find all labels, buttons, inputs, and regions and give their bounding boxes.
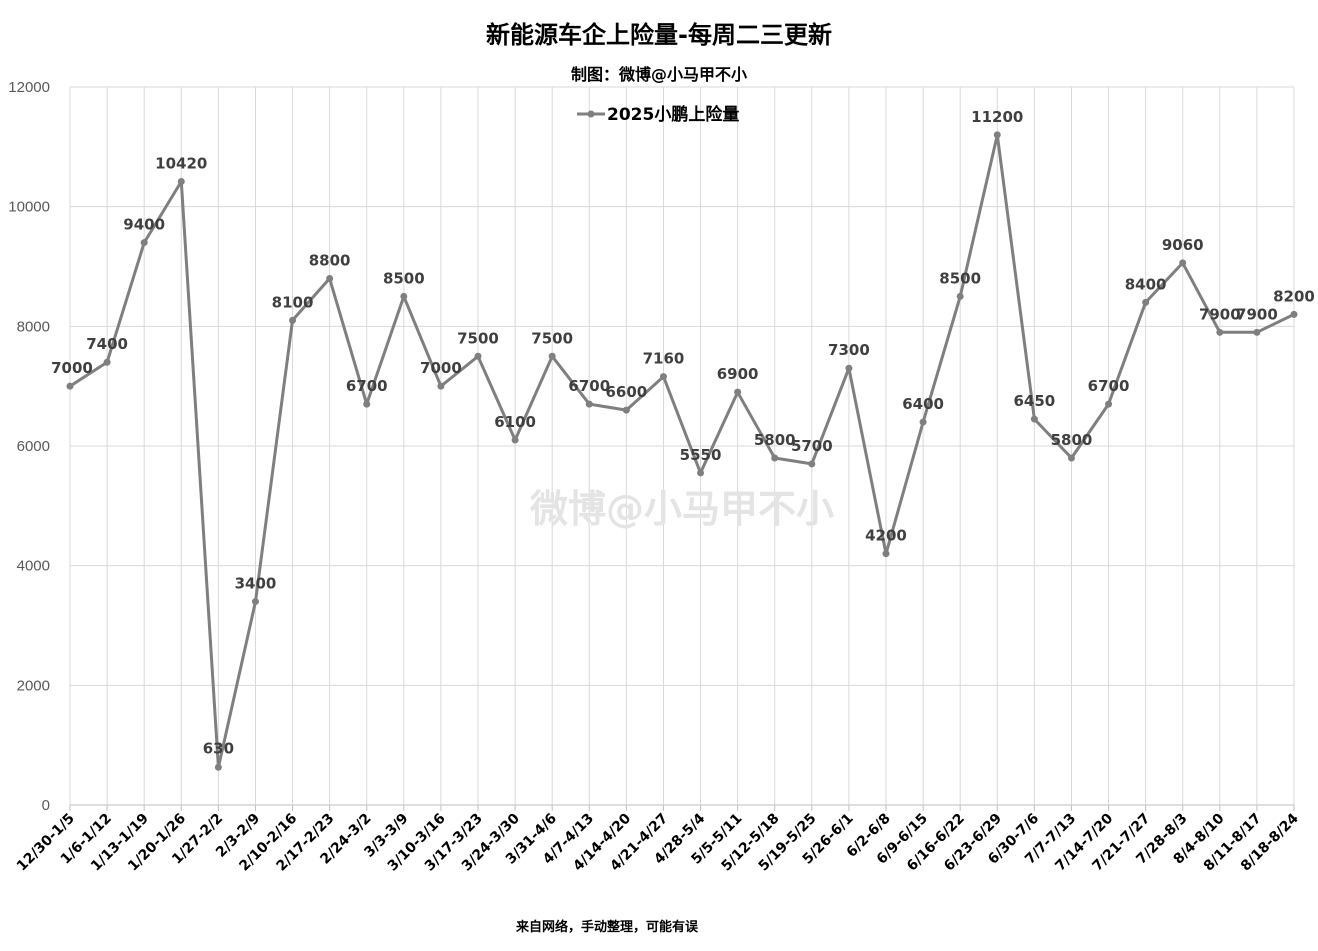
data-label: 8500: [383, 269, 425, 287]
data-point: [177, 178, 185, 186]
data-label: 5700: [791, 437, 833, 455]
data-point: [771, 454, 779, 462]
data-point: [511, 436, 519, 444]
data-label: 630: [203, 739, 234, 757]
data-label: 3400: [235, 575, 277, 593]
data-labels: 7000 7400 9400 10420 630 3400 8100 8800 6700 8500…: [51, 108, 1315, 757]
data-label: 6900: [717, 365, 759, 383]
y-tick-label: 4000: [17, 558, 50, 575]
data-point: [697, 469, 705, 477]
y-tick-label: 2000: [17, 677, 50, 694]
chart-title: 新能源车企上险量-每周二三更新: [486, 21, 832, 49]
data-point: [363, 400, 371, 408]
data-point: [140, 239, 148, 247]
data-label: 6700: [1088, 377, 1130, 395]
data-point: [808, 460, 816, 468]
data-point: [1030, 415, 1038, 423]
data-label: 9060: [1162, 236, 1204, 254]
data-point: [474, 352, 482, 360]
data-label: 7900: [1199, 305, 1241, 323]
legend: 2025小鹏上险量: [577, 104, 739, 125]
data-label: 6450: [1013, 392, 1055, 410]
gridlines: [69, 86, 1295, 811]
data-label: 8200: [1273, 287, 1315, 305]
data-label: 5550: [680, 446, 722, 464]
data-label: 7300: [828, 341, 870, 359]
data-label: 11200: [971, 108, 1023, 126]
data-point: [919, 418, 927, 426]
data-label: 7400: [86, 335, 128, 353]
data-point: [993, 131, 1001, 139]
data-label: 4200: [865, 527, 907, 545]
data-label: 5800: [1051, 431, 1093, 449]
series-group: [66, 131, 1298, 771]
legend-label: 2025小鹏上险量: [607, 104, 739, 125]
watermark-text: 微博@小马甲不小: [529, 487, 834, 531]
data-label: 7500: [531, 329, 573, 347]
y-tick-label: 8000: [17, 318, 50, 335]
data-point: [103, 358, 111, 366]
y-tick-label: 10000: [8, 199, 50, 216]
data-point: [251, 598, 259, 606]
data-label: 7160: [643, 350, 685, 368]
y-axis-ticks: 0 2000 4000 6000 8000 10000 12000: [8, 79, 50, 814]
data-point: [956, 292, 964, 300]
series-line: [69, 133, 1295, 769]
data-label: 7500: [457, 329, 499, 347]
data-label: 5800: [754, 431, 796, 449]
legend-marker-swatch: [587, 110, 595, 118]
data-point: [845, 364, 853, 372]
data-point: [622, 406, 630, 414]
x-axis-ticks: 12/30-1/51/6-1/121/13-1/191/20-1/261/27-…: [14, 810, 1302, 874]
data-point: [659, 373, 667, 381]
data-point: [289, 316, 297, 324]
data-label: 7000: [51, 359, 93, 377]
data-label: 8500: [939, 269, 981, 287]
data-point: [548, 352, 556, 360]
data-label: 7900: [1236, 305, 1278, 323]
footer-note: 来自网络，手动整理，可能有误: [515, 919, 699, 935]
data-point: [1142, 298, 1150, 306]
data-label: 8400: [1125, 275, 1167, 293]
data-label: 6700: [568, 377, 610, 395]
data-point: [326, 274, 334, 282]
data-label: 7000: [420, 359, 462, 377]
data-label: 6600: [605, 383, 647, 401]
data-point: [734, 388, 742, 396]
y-tick-label: 6000: [17, 438, 50, 455]
data-point: [1253, 328, 1261, 336]
data-label: 8100: [272, 293, 314, 311]
y-tick-label: 12000: [8, 79, 50, 96]
data-point: [1067, 454, 1075, 462]
data-label: 6100: [494, 413, 536, 431]
chart-subtitle: 制图：微博@小马甲不小: [571, 65, 747, 84]
data-point: [437, 382, 445, 390]
data-point: [66, 382, 74, 390]
data-point: [585, 400, 593, 408]
data-label: 10420: [155, 155, 207, 173]
data-point: [882, 550, 890, 558]
data-point: [1290, 310, 1298, 318]
data-point: [1216, 328, 1224, 336]
data-point: [214, 763, 222, 771]
data-point: [1105, 400, 1113, 408]
data-label: 8800: [309, 251, 351, 269]
data-label: 6700: [346, 377, 388, 395]
data-point: [1179, 259, 1187, 267]
data-label: 6400: [902, 395, 944, 413]
data-label: 9400: [123, 216, 165, 234]
y-tick-label: 0: [42, 797, 50, 814]
data-point: [400, 292, 408, 300]
